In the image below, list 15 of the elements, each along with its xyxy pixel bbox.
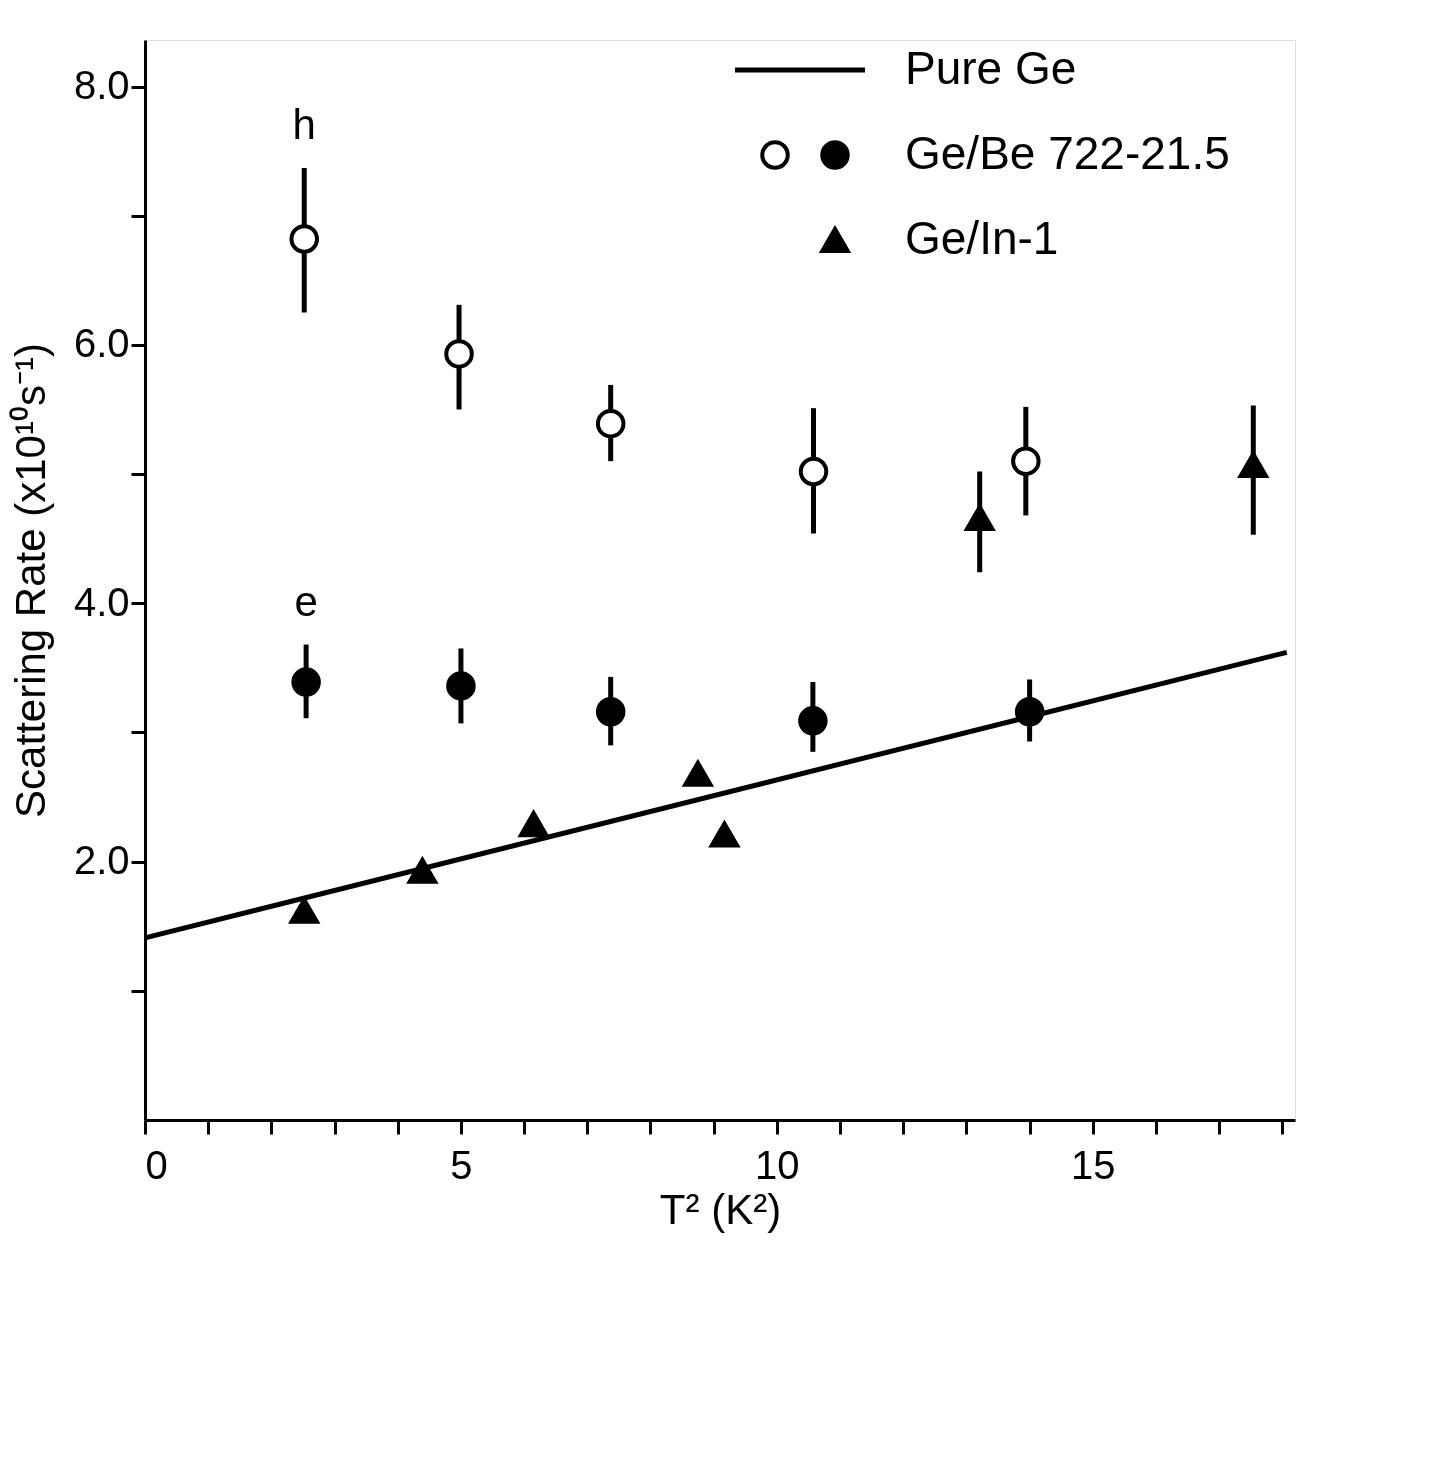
- y-axis-title: Scattering Rate (x10¹⁰s⁻¹): [6, 343, 54, 818]
- legend-label: Pure Ge: [905, 42, 1077, 94]
- x-axis-title: T² (K²): [659, 1185, 782, 1233]
- y-tick-label: 6.0: [73, 321, 130, 366]
- x-tick-label: 10: [755, 1142, 800, 1187]
- annotation: e: [294, 577, 318, 625]
- annotation: h: [292, 100, 316, 148]
- x-tick-label: 15: [1071, 1142, 1116, 1187]
- y-tick-label: 8.0: [73, 63, 130, 108]
- legend-label: Ge/Be 722-21.5: [905, 127, 1230, 179]
- y-tick-label: 2.0: [73, 838, 130, 883]
- legend-label: Ge/In-1: [905, 212, 1059, 264]
- x-tick-label: 5: [450, 1142, 473, 1187]
- y-tick-label: 4.0: [73, 579, 130, 624]
- x-tick-label: 0: [145, 1142, 168, 1187]
